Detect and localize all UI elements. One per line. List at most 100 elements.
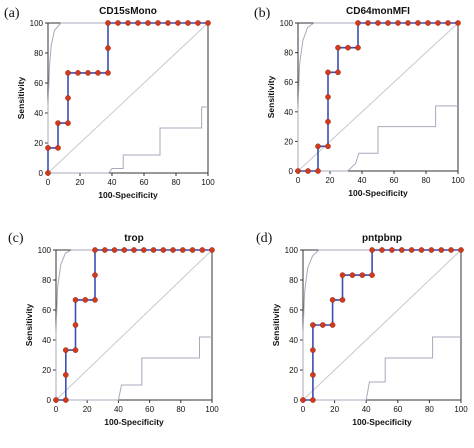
chart-title: trop	[124, 233, 143, 244]
roc-point	[205, 20, 211, 26]
ci-upper-bound	[302, 249, 461, 400]
y-tick-label: 100	[285, 246, 299, 255]
y-tick-label: 20	[289, 366, 298, 375]
roc-point	[45, 145, 51, 151]
roc-point	[335, 44, 341, 51]
y-tick-label: 0	[47, 396, 52, 405]
ci-lower-bound	[303, 336, 461, 401]
roc-point	[105, 20, 111, 26]
roc-point	[428, 247, 435, 253]
roc-point	[408, 247, 415, 253]
x-tick-label: 40	[114, 405, 123, 414]
y-tick-label: 60	[289, 306, 298, 315]
roc-point	[155, 20, 161, 26]
roc-point	[72, 297, 79, 303]
roc-point	[72, 347, 79, 353]
y-tick-label: 80	[289, 276, 298, 285]
roc-point	[209, 247, 215, 253]
x-tick-label: 60	[393, 405, 402, 414]
roc-panel-a: (a) CD15sMono 0 20 40 60 80 100 0 20 40 60 80 100 100-…	[4, 6, 215, 200]
roc-point	[300, 397, 306, 403]
x-tick-label: 40	[358, 176, 367, 185]
x-tick-label: 20	[76, 178, 85, 187]
roc-point	[175, 20, 181, 26]
roc-point	[325, 143, 331, 150]
x-tick-label: 100	[201, 178, 215, 187]
roc-point	[295, 168, 301, 174]
ci-upper-bound	[55, 249, 212, 400]
roc-point	[389, 247, 395, 253]
y-tick-label: 0	[39, 169, 44, 178]
y-tick-label: 40	[284, 108, 293, 117]
roc-point	[310, 322, 316, 328]
roc-point	[85, 70, 91, 76]
roc-point	[339, 272, 346, 278]
y-tick-label: 0	[294, 396, 299, 405]
y-tick-label: 40	[289, 336, 298, 345]
roc-point	[415, 20, 421, 26]
x-tick-label: 40	[108, 178, 117, 187]
ci-lower-bound	[48, 106, 208, 174]
roc-point	[65, 95, 71, 101]
roc-point	[365, 20, 371, 26]
roc-point	[329, 322, 336, 328]
x-tick-label: 0	[296, 176, 301, 185]
x-tick-label: 0	[301, 405, 306, 414]
roc-point	[195, 20, 201, 26]
roc-point	[445, 20, 451, 26]
ci-upper-bound	[47, 22, 208, 173]
roc-point	[111, 247, 118, 253]
x-tick-label: 60	[390, 176, 399, 185]
roc-point	[375, 20, 381, 26]
roc-point	[170, 247, 176, 253]
roc-point	[121, 247, 128, 253]
y-tick-label: 100	[38, 246, 52, 255]
roc-point	[189, 247, 196, 253]
x-tick-label: 80	[172, 178, 181, 187]
x-tick-label: 80	[176, 405, 185, 414]
x-axis-label: 100-Specificity	[352, 417, 412, 427]
x-tick-label: 100	[205, 405, 219, 414]
reference-diagonal	[47, 22, 209, 174]
roc-point	[45, 170, 51, 176]
y-axis-label: Sensitivity	[271, 303, 281, 346]
roc-point	[135, 20, 141, 26]
roc-point	[385, 20, 391, 26]
roc-point	[305, 168, 311, 174]
y-tick-label: 20	[34, 139, 43, 148]
chart-title: CD64monMFI	[346, 6, 410, 17]
roc-point	[63, 372, 69, 378]
roc-point	[63, 347, 69, 353]
y-axis-label: Sensitivity	[266, 75, 276, 118]
roc-point	[75, 70, 81, 76]
panel-letter: (a)	[4, 6, 20, 21]
roc-point	[160, 247, 167, 253]
roc-point	[359, 272, 366, 278]
roc-point	[339, 297, 346, 303]
chart-title: pntpbnp	[362, 233, 402, 244]
x-tick-label: 60	[140, 178, 149, 187]
roc-point	[72, 322, 79, 328]
roc-point	[150, 247, 157, 253]
roc-point	[425, 20, 431, 26]
x-axis-label: 100-Specificity	[104, 417, 164, 427]
y-tick-label: 40	[42, 336, 51, 345]
x-tick-label: 80	[422, 176, 431, 185]
roc-point	[179, 247, 186, 253]
roc-point	[63, 397, 69, 403]
roc-point	[448, 247, 454, 253]
roc-point	[105, 45, 111, 51]
roc-point	[165, 20, 171, 26]
x-tick-label: 80	[425, 405, 434, 414]
roc-point	[53, 397, 59, 403]
y-tick-label: 80	[42, 276, 51, 285]
roc-point	[115, 20, 121, 26]
roc-point	[95, 70, 101, 76]
x-tick-label: 0	[46, 178, 51, 187]
x-axis-label: 100-Specificity	[348, 188, 408, 198]
roc-point	[92, 247, 98, 253]
roc-point	[65, 120, 71, 126]
roc-point	[310, 397, 316, 403]
roc-point	[329, 297, 336, 303]
